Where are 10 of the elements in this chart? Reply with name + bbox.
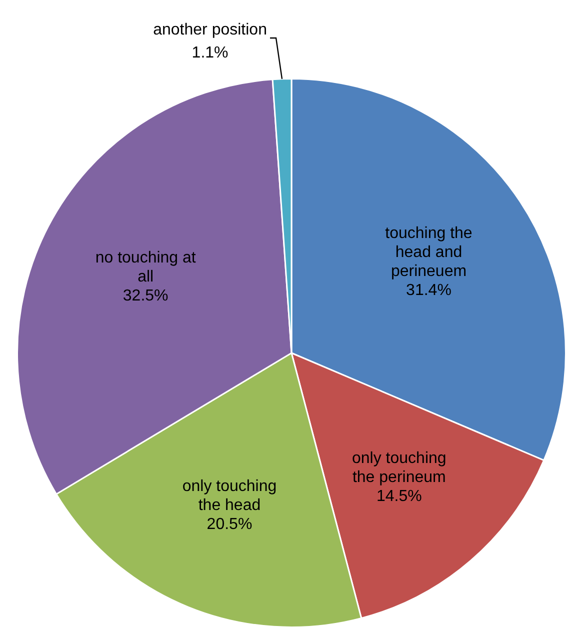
slice-label: only touching the perineum [352,450,446,486]
slice-label: no touching at all [95,249,196,286]
data-label: 1.1% [192,44,228,62]
data-label: 31.4% [406,282,452,300]
data-label: 14.5% [376,488,422,505]
data-label: 32.5% [122,287,168,304]
slice-label: only touching the head [182,478,277,514]
slice-label: touching the head and perineuem [385,225,472,280]
data-label: 20.5% [206,516,252,533]
slice-label: another position [153,21,267,38]
